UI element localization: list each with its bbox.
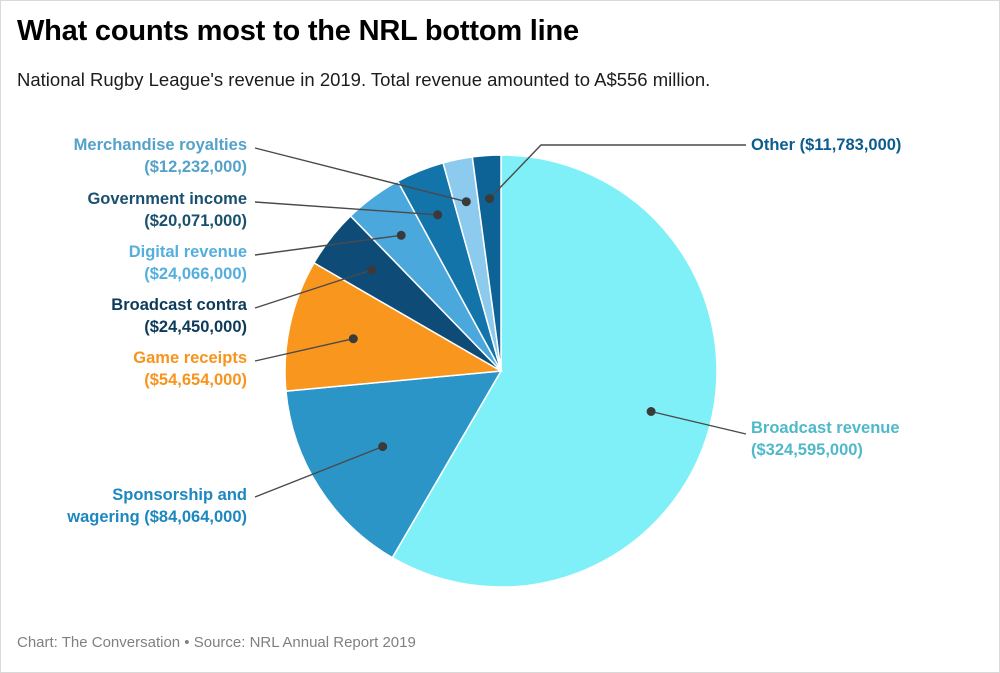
leader-line — [254, 445, 383, 498]
label-line: Broadcast revenue — [751, 419, 900, 437]
leader-line — [254, 147, 467, 203]
label-line: ($20,071,000) — [144, 212, 247, 230]
leader-dot — [646, 407, 656, 416]
label-line: ($24,450,000) — [144, 318, 247, 336]
label-merchandise-royalties: Merchandise royalties ($12,232,000) — [74, 134, 247, 178]
chart-title: What counts most to the NRL bottom line — [17, 15, 579, 47]
pie-slice-other — [471, 154, 502, 372]
label-sponsorship-wagering: Sponsorship and wagering ($84,064,000) — [67, 484, 247, 528]
label-line: Digital revenue — [128, 243, 247, 261]
label-broadcast-contra: Broadcast contra ($24,450,000) — [111, 294, 247, 338]
leader-line — [650, 410, 747, 435]
label-line: Other ($11,783,000) — [751, 136, 902, 154]
leader-line — [254, 269, 372, 309]
pie-slice-sponsorship-and-wagering — [285, 370, 503, 559]
label-line: Sponsorship and — [112, 486, 247, 504]
leader-line — [254, 201, 438, 216]
label-line: Game receipts — [133, 349, 247, 367]
label-government-income: Government income ($20,071,000) — [87, 188, 247, 232]
label-line: ($24,066,000) — [144, 265, 247, 283]
label-line: ($12,232,000) — [144, 158, 247, 176]
leader-line — [254, 338, 354, 362]
leader-dot — [367, 265, 377, 275]
leader-line — [488, 144, 746, 200]
leader-dot — [348, 334, 358, 344]
leader-dot — [433, 210, 443, 220]
label-line: wagering ($84,064,000) — [67, 508, 247, 526]
pie-slice-game-receipts — [284, 261, 504, 392]
leader-dot — [485, 194, 494, 204]
leader-dot — [378, 442, 388, 452]
pie-slice-broadcast-revenue — [391, 154, 718, 588]
chart-credit: Chart: The Conversation • Source: NRL An… — [17, 634, 416, 651]
label-other: Other ($11,783,000) — [751, 134, 901, 156]
leader-line — [254, 234, 402, 256]
label-digital-revenue: Digital revenue ($24,066,000) — [129, 241, 247, 285]
label-broadcast-revenue: Broadcast revenue ($324,595,000) — [751, 417, 900, 461]
label-line: ($54,654,000) — [144, 371, 247, 389]
label-line: Broadcast contra — [111, 296, 247, 314]
label-line: Government income — [87, 190, 247, 208]
leader-dot — [396, 230, 406, 240]
chart-subtitle: National Rugby League's revenue in 2019.… — [17, 69, 711, 90]
label-line: Merchandise royalties — [73, 136, 247, 154]
leader-dot — [461, 197, 471, 207]
label-line: ($324,595,000) — [751, 441, 863, 459]
label-game-receipts: Game receipts ($54,654,000) — [133, 347, 247, 391]
